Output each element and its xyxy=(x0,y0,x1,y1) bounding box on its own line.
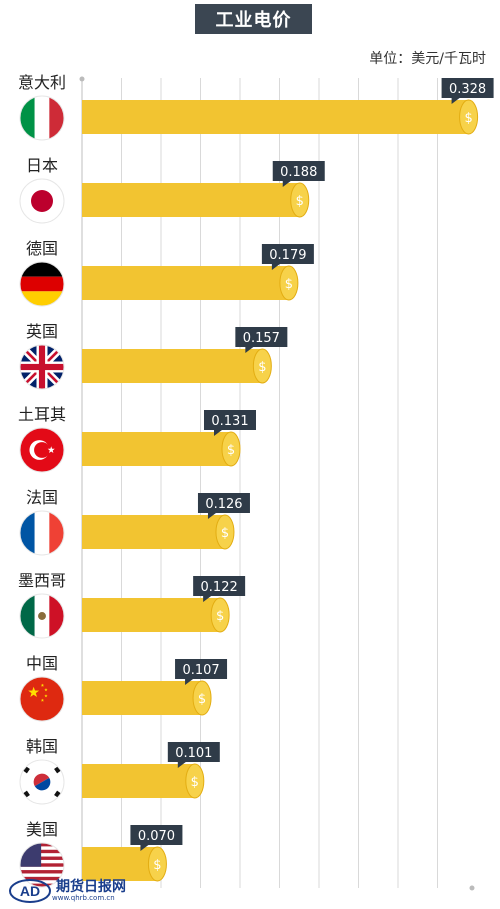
axis-dot xyxy=(469,885,475,891)
value-label: 0.101 xyxy=(175,746,212,761)
value-label-box xyxy=(441,78,494,98)
dollar-icon: $ xyxy=(464,111,472,126)
value-label: 0.157 xyxy=(243,331,280,346)
bar xyxy=(82,681,203,715)
country-label: 日本 xyxy=(26,156,58,175)
value-label-pointer xyxy=(140,845,149,851)
value-label-box xyxy=(175,659,228,679)
bar xyxy=(82,266,289,300)
country-label: 中国 xyxy=(26,654,58,673)
dollar-icon: $ xyxy=(191,775,199,790)
value-label-pointer xyxy=(213,430,222,436)
mexico-flag-icon xyxy=(19,593,65,639)
bar xyxy=(82,432,231,466)
korea-flag-icon xyxy=(19,759,65,805)
coin-icon xyxy=(192,680,212,716)
dollar-icon: $ xyxy=(285,277,293,292)
watermark-url: www.qhrb.com.cn xyxy=(52,894,115,902)
coin-icon xyxy=(210,597,230,633)
axis-dot xyxy=(79,76,85,82)
watermark-text: 期货日报网 xyxy=(56,879,126,895)
value-label-box xyxy=(197,493,250,513)
bar xyxy=(82,183,300,217)
value-label-pointer xyxy=(177,762,186,768)
chart-title: 工业电价 xyxy=(195,4,312,34)
bar xyxy=(82,764,195,798)
value-label-box xyxy=(130,825,183,845)
dollar-icon: $ xyxy=(221,526,229,541)
dollar-icon: $ xyxy=(296,194,304,209)
value-label-box xyxy=(272,161,325,181)
country-label: 英国 xyxy=(26,322,58,341)
coin-icon xyxy=(279,265,299,301)
value-label-box xyxy=(193,576,246,596)
unit-label: 单位：美元/千瓦时 xyxy=(369,51,486,67)
coin-icon xyxy=(252,348,272,384)
coin-icon xyxy=(185,763,205,799)
value-label: 0.107 xyxy=(182,663,219,678)
uk-flag-icon xyxy=(19,344,65,390)
value-label-pointer xyxy=(185,679,194,685)
value-label: 0.179 xyxy=(269,248,306,263)
value-label-box xyxy=(167,742,220,762)
value-label: 0.328 xyxy=(449,82,486,97)
value-label-pointer xyxy=(207,513,216,519)
dollar-icon: $ xyxy=(258,360,266,375)
country-label: 美国 xyxy=(26,820,58,839)
china-flag-icon xyxy=(19,676,65,722)
watermark: AD 期货日报网 www.qhrb.com.cn xyxy=(8,876,188,906)
italy-flag-icon xyxy=(19,95,65,141)
watermark-logo-icon: AD xyxy=(9,879,51,903)
bar xyxy=(82,100,469,134)
value-label: 0.122 xyxy=(201,580,238,595)
bar xyxy=(82,598,221,632)
coin-icon xyxy=(147,846,167,882)
dollar-icon: $ xyxy=(153,858,161,873)
bar xyxy=(82,515,225,549)
value-label-pointer xyxy=(271,264,280,270)
value-label-pointer xyxy=(245,347,254,353)
japan-flag-icon xyxy=(19,178,65,224)
value-label-box xyxy=(203,410,256,430)
bar xyxy=(82,349,263,383)
value-label-box xyxy=(261,244,314,264)
country-label: 法国 xyxy=(26,488,58,507)
value-label-pointer xyxy=(451,98,460,104)
coin-icon xyxy=(290,182,310,218)
value-label: 0.126 xyxy=(205,497,242,512)
turkey-flag-icon xyxy=(19,427,65,473)
country-label: 德国 xyxy=(26,239,58,258)
country-label: 墨西哥 xyxy=(18,571,66,590)
dollar-icon: $ xyxy=(227,443,235,458)
coin-icon xyxy=(221,431,241,467)
svg-text:AD: AD xyxy=(20,883,40,899)
value-label: 0.131 xyxy=(211,414,248,429)
country-label: 土耳其 xyxy=(18,405,66,424)
country-label: 韩国 xyxy=(26,737,58,756)
value-label-pointer xyxy=(282,181,291,187)
coin-icon xyxy=(215,514,235,550)
value-label: 0.188 xyxy=(280,165,317,180)
dollar-icon: $ xyxy=(198,692,206,707)
country-label: 意大利 xyxy=(18,73,66,92)
bar xyxy=(82,847,158,881)
germany-flag-icon xyxy=(19,261,65,307)
value-label-pointer xyxy=(203,596,212,602)
value-label-box xyxy=(235,327,288,347)
coin-icon xyxy=(459,99,479,135)
value-label: 0.070 xyxy=(138,829,175,844)
dollar-icon: $ xyxy=(216,609,224,624)
france-flag-icon xyxy=(19,510,65,556)
